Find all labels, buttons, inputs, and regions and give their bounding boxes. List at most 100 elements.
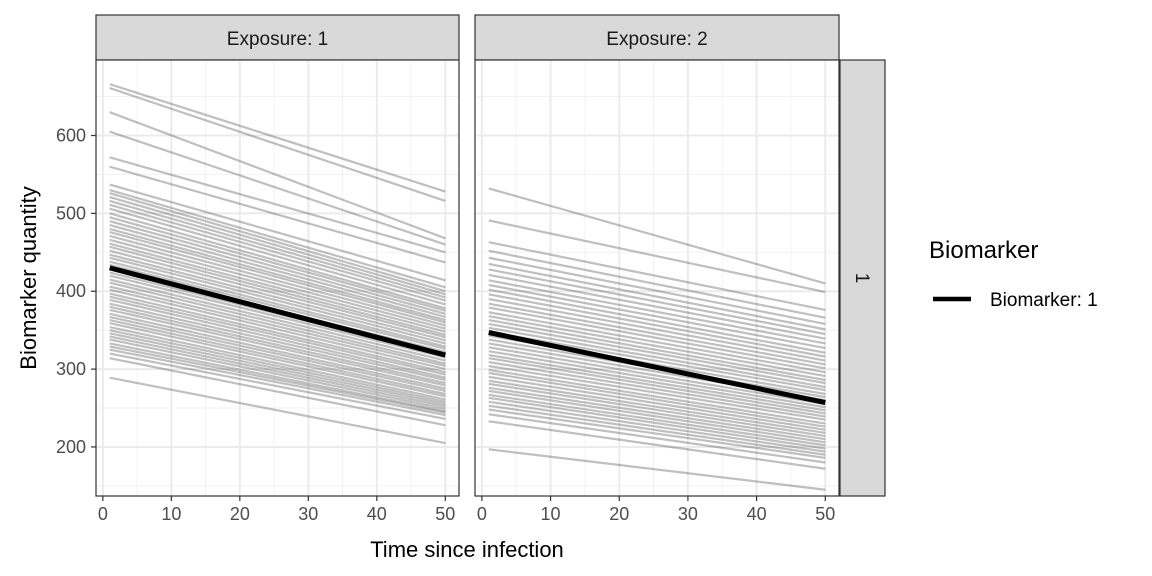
individual-line — [109, 203, 446, 302]
y-tick-label: 600 — [56, 126, 86, 146]
individual-line — [109, 216, 446, 312]
individual-line — [488, 311, 826, 374]
strip-exposure-1 — [95, 14, 460, 61]
panel-border-exposure-1 — [95, 59, 460, 497]
individual-line — [488, 322, 826, 385]
individual-line — [109, 338, 446, 410]
panel-background-exposure-2 — [475, 60, 839, 496]
individual-line — [488, 262, 826, 331]
individual-line — [488, 360, 826, 418]
series-lines-exposure-2 — [488, 187, 826, 491]
individual-line — [488, 293, 826, 358]
individual-line — [109, 348, 446, 417]
panel-exposure-2: Exposure: 2 0 10 20 30 40 50 — [474, 14, 840, 524]
individual-line — [109, 156, 446, 254]
x-tick-label: 0 — [98, 504, 108, 524]
individual-line — [109, 285, 446, 368]
individual-line — [488, 318, 826, 382]
individual-line — [109, 207, 446, 306]
individual-line — [488, 413, 826, 464]
legend-entry-biomarker-1: Biomarker: 1 — [990, 290, 1098, 311]
individual-line — [109, 312, 446, 390]
individual-line — [488, 279, 826, 345]
individual-line — [488, 375, 826, 431]
x-tick-label: 30 — [678, 504, 698, 524]
individual-line — [109, 256, 446, 345]
individual-line — [109, 245, 446, 336]
individual-line — [488, 219, 826, 294]
individual-line — [488, 306, 826, 370]
individual-line — [109, 86, 446, 202]
individual-line — [109, 332, 446, 406]
individual-line — [109, 260, 446, 348]
individual-line — [488, 187, 826, 285]
y-tick-label: 200 — [56, 437, 86, 457]
x-tick-label: 0 — [477, 504, 487, 524]
individual-line — [488, 302, 826, 366]
individual-line — [488, 283, 826, 350]
individual-line — [109, 130, 446, 246]
x-tick-label: 40 — [747, 504, 767, 524]
x-tick-label: 10 — [541, 504, 561, 524]
strip-row-label: 1 — [851, 273, 872, 284]
x-tick-label: 30 — [298, 504, 318, 524]
individual-line — [109, 199, 446, 299]
individual-line — [109, 308, 446, 387]
individual-line — [109, 352, 446, 421]
individual-line — [109, 188, 446, 289]
strip-exposure-2 — [474, 14, 840, 61]
x-tick-label: 50 — [435, 504, 455, 524]
individual-line — [109, 234, 446, 327]
individual-line — [109, 288, 446, 371]
x-tick-label: 40 — [367, 504, 387, 524]
legend-title: Biomarker — [929, 237, 1038, 264]
legend: Biomarker Biomarker: 1 — [929, 237, 1098, 311]
x-tick-label: 20 — [230, 504, 250, 524]
individual-line — [488, 368, 826, 425]
individual-line — [488, 400, 826, 453]
individual-line — [488, 404, 826, 456]
individual-line — [109, 302, 446, 382]
mean-line — [488, 330, 826, 406]
series-lines-exposure-1 — [109, 83, 446, 445]
individual-line — [109, 315, 446, 392]
individual-line — [109, 335, 446, 408]
strip-row-1 — [839, 59, 886, 497]
individual-line — [109, 298, 446, 379]
individual-line — [109, 220, 446, 315]
individual-line — [109, 249, 446, 339]
x-axis-exposure-1: 0 10 20 30 40 50 — [98, 496, 455, 524]
individual-line — [109, 111, 446, 240]
individual-line — [488, 396, 826, 450]
individual-line — [109, 342, 446, 413]
individual-line — [109, 253, 446, 342]
individual-line — [488, 371, 826, 428]
individual-line — [488, 268, 826, 336]
individual-line — [109, 223, 446, 318]
strip-label-exposure-2: Exposure: 2 — [606, 29, 707, 50]
individual-line — [488, 297, 826, 362]
x-tick-label: 20 — [609, 504, 629, 524]
individual-line — [109, 263, 446, 350]
individual-line — [488, 420, 826, 470]
strip-label-exposure-1: Exposure: 1 — [227, 29, 328, 50]
individual-line — [488, 357, 826, 415]
individual-line — [488, 346, 826, 406]
individual-line — [109, 183, 446, 282]
individual-line — [109, 274, 446, 359]
individual-line — [488, 273, 826, 340]
individual-line — [109, 242, 446, 333]
individual-line — [488, 364, 826, 421]
individual-line — [109, 227, 446, 322]
x-tick-label: 10 — [161, 504, 181, 524]
individual-line — [109, 231, 446, 324]
individual-line — [109, 238, 446, 330]
individual-line — [488, 382, 826, 438]
y-axis-title: Biomarker quantity — [16, 186, 41, 369]
individual-line — [488, 315, 826, 378]
individual-line — [109, 325, 446, 401]
individual-line — [488, 393, 826, 447]
individual-line — [488, 379, 826, 435]
panel-border-exposure-2 — [474, 59, 840, 497]
